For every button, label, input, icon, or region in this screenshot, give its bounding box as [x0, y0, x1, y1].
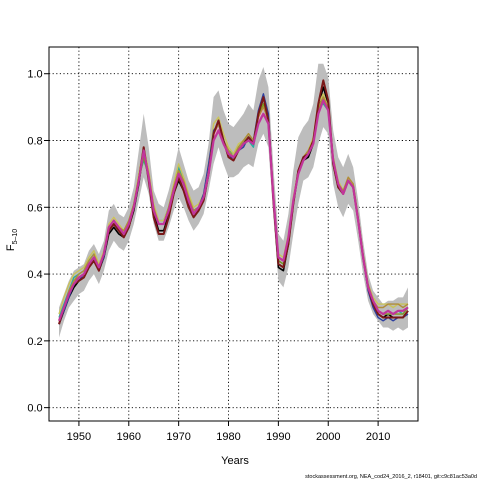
y-tick-label: 0.0 — [27, 403, 42, 415]
grid — [49, 47, 418, 421]
y-axis-label-main: F — [5, 244, 17, 251]
series-lines — [57, 79, 409, 325]
y-axis-label-subscript: 5–10 — [12, 229, 19, 245]
plot-frame — [48, 46, 419, 422]
confidence-band — [59, 63, 408, 338]
series-line-9 — [57, 99, 409, 322]
y-axis: 0.0 0.2 0.4 0.6 0.8 1.0 — [27, 69, 49, 415]
x-tick-label: 1990 — [266, 431, 290, 443]
x-tick-label: 1970 — [166, 431, 190, 443]
x-tick-label: 2010 — [366, 431, 390, 443]
y-axis-label: F5–10 — [5, 229, 19, 251]
x-tick-label: 2000 — [316, 431, 340, 443]
y-tick-label: 0.6 — [27, 202, 42, 214]
x-tick-label: 1960 — [117, 431, 141, 443]
y-tick-label: 1.0 — [27, 69, 42, 81]
x-axis-label: Years — [221, 455, 249, 467]
y-tick-label: 0.4 — [27, 269, 42, 281]
x-axis: 1950 1960 1970 1980 1990 2000 2010 — [67, 421, 390, 443]
footer-credit: stockassessment.org, NEA_cod24_2016_2, r… — [305, 474, 477, 480]
x-tick-label: 1980 — [216, 431, 240, 443]
svg-text:F5–10: F5–10 — [5, 229, 19, 251]
x-tick-label: 1950 — [67, 431, 91, 443]
y-tick-label: 0.2 — [27, 336, 42, 348]
y-tick-label: 0.8 — [27, 136, 42, 148]
